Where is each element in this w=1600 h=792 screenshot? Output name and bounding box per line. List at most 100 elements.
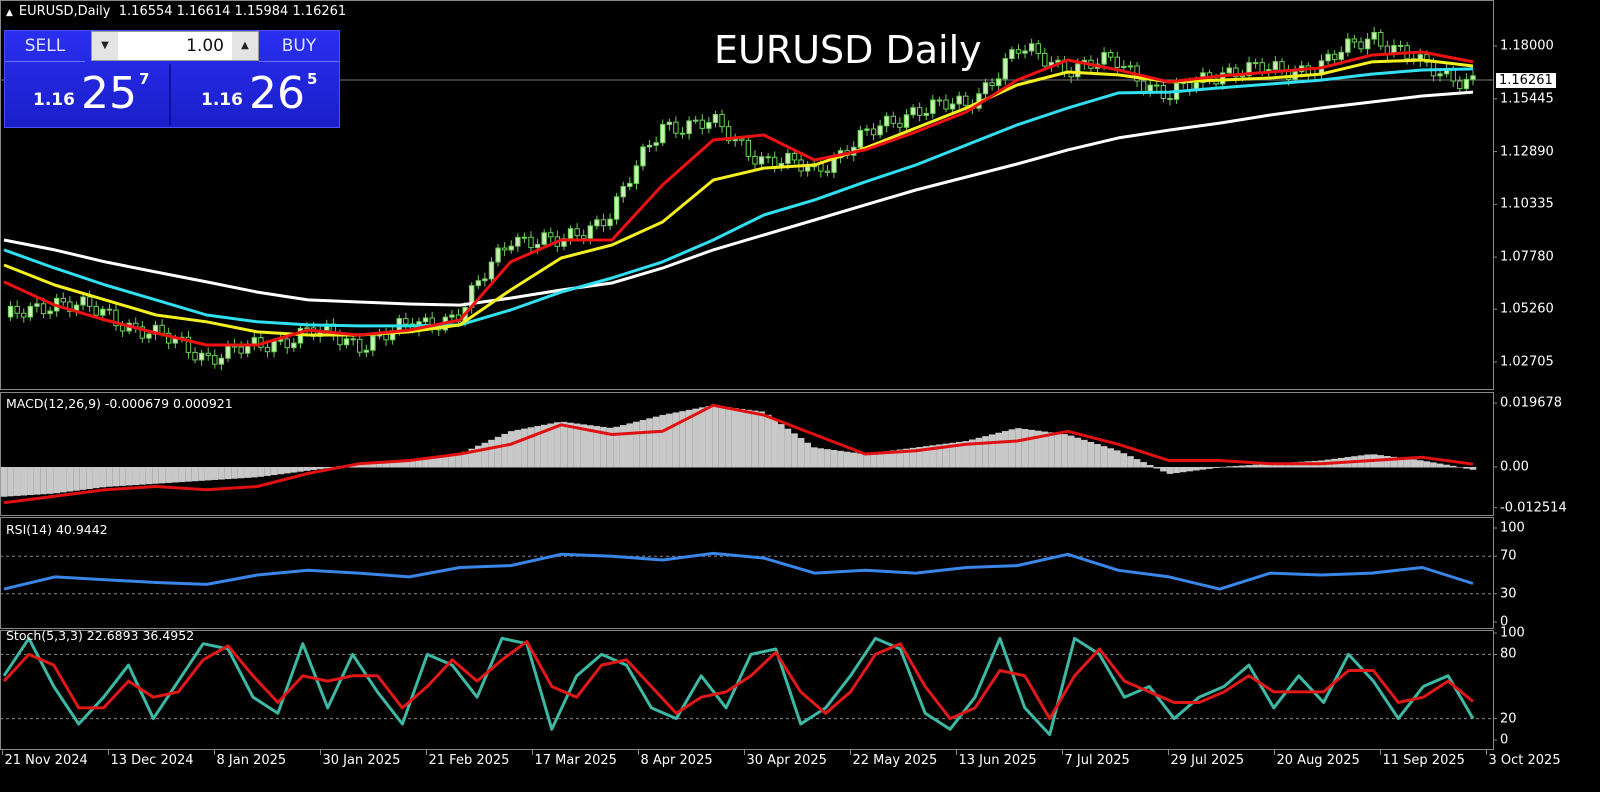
macd-histogram-bar — [1258, 464, 1266, 468]
candle-body — [60, 297, 66, 303]
candle — [607, 213, 613, 231]
sell-quote[interactable]: 1.16 25 7 — [5, 64, 171, 126]
candle-body — [633, 165, 640, 184]
macd-histogram-bar — [969, 439, 976, 468]
date-axis-label: 13 Dec 2024 — [110, 753, 194, 768]
macd-histogram-bar — [890, 450, 897, 468]
candle — [594, 215, 600, 230]
candle-body — [1457, 80, 1463, 90]
macd-histogram-bar — [1403, 458, 1411, 468]
macd-histogram-bar — [1048, 432, 1055, 468]
buy-button[interactable]: BUY — [259, 31, 339, 62]
candle-body — [1351, 38, 1358, 43]
candle — [996, 72, 1002, 91]
candle-body — [403, 318, 409, 325]
candle-body — [1107, 52, 1114, 58]
macd-histogram-bar — [692, 408, 699, 468]
macd-histogram-bar — [1160, 467, 1167, 472]
macd-histogram-bar — [593, 426, 601, 468]
candle-body — [864, 128, 870, 131]
candle-body — [357, 338, 363, 353]
macd-histogram-bar — [791, 433, 798, 468]
candle — [903, 109, 910, 134]
date-axis-label: 8 Jan 2025 — [216, 753, 287, 768]
candle — [976, 87, 982, 112]
rsi-label: RSI(14) 40.9442 — [6, 522, 108, 537]
candle — [897, 117, 903, 133]
price-axis-label: 1.05260 — [1500, 301, 1554, 317]
lot-size-input[interactable]: 1.00 — [186, 36, 224, 56]
candle-body — [225, 344, 231, 359]
macd-histogram-bar — [0, 467, 8, 497]
candle-body — [1364, 38, 1371, 50]
chart-header: ▲ EURUSD,Daily 1.16554 1.16614 1.15984 1.… — [6, 4, 346, 19]
macd-histogram-bar — [455, 454, 462, 468]
macd-histogram-bar — [1397, 457, 1404, 468]
increase-lot-icon[interactable]: ▲ — [232, 32, 258, 60]
macd-histogram-bar — [725, 407, 732, 468]
candle — [389, 325, 396, 345]
candle-body — [185, 336, 192, 353]
candle — [501, 242, 508, 257]
macd-histogram-bar — [567, 422, 574, 468]
macd-histogram-bar — [244, 467, 252, 478]
candle-body — [785, 152, 791, 164]
sell-button[interactable]: SELL — [5, 31, 85, 62]
macd-histogram-bar — [1133, 459, 1141, 468]
candle-body — [198, 352, 205, 361]
rsi-axis-label: 70 — [1500, 548, 1517, 564]
macd-histogram-bar — [1120, 453, 1128, 468]
candle — [706, 116, 712, 134]
macd-histogram-bar — [962, 441, 970, 468]
candle — [370, 332, 376, 357]
candle — [758, 151, 765, 168]
macd-histogram-bar — [92, 467, 100, 489]
lot-size-stepper[interactable]: ▼ 1.00 ▲ — [91, 31, 259, 61]
price-axis-label: 1.10335 — [1500, 196, 1554, 212]
macd-histogram-bar — [112, 467, 120, 487]
chart-title: EURUSD Daily — [714, 28, 982, 72]
macd-histogram-bar — [758, 411, 765, 468]
macd-histogram-bar — [810, 447, 818, 468]
macd-histogram-bar — [13, 467, 21, 496]
candle — [1345, 33, 1351, 57]
candle-body — [804, 166, 811, 172]
macd-histogram-bar — [698, 407, 706, 468]
candle-body — [119, 325, 126, 332]
macd-histogram-bar — [297, 467, 304, 472]
candle — [218, 353, 225, 371]
candle-body — [1233, 67, 1239, 78]
macd-histogram-bar — [231, 467, 238, 479]
candle — [47, 306, 53, 320]
macd-histogram-bar — [277, 467, 284, 475]
candle — [1397, 40, 1404, 52]
buy-quote[interactable]: 1.16 26 5 — [173, 64, 337, 126]
candle-body — [982, 82, 989, 95]
macd-histogram-bar — [53, 467, 60, 494]
candle-body — [679, 132, 686, 135]
candle — [21, 308, 27, 323]
date-axis-label: 30 Apr 2025 — [746, 753, 827, 768]
candle — [1463, 73, 1470, 94]
macd-histogram-bar — [771, 419, 779, 468]
candle — [363, 344, 370, 358]
macd-histogram-bar — [251, 467, 258, 478]
macd-label: MACD(12,26,9) -0.000679 0.000921 — [6, 396, 233, 411]
candle — [567, 225, 574, 245]
candle — [725, 120, 732, 145]
macd-histogram-bar — [1436, 463, 1444, 468]
decrease-lot-icon[interactable]: ▼ — [92, 32, 118, 60]
candle — [198, 349, 205, 366]
macd-histogram-bar — [903, 448, 910, 468]
candle — [666, 118, 673, 131]
macd-histogram-bar — [521, 428, 528, 468]
candle-body — [93, 305, 99, 316]
macd-histogram-bar — [1272, 463, 1279, 468]
candle-body — [1463, 78, 1470, 90]
macd-histogram-bar — [560, 421, 568, 468]
macd-histogram-bar — [1094, 444, 1101, 468]
candle-body — [218, 357, 225, 365]
sell-price-pips: 25 — [81, 68, 137, 119]
candle — [343, 335, 350, 349]
